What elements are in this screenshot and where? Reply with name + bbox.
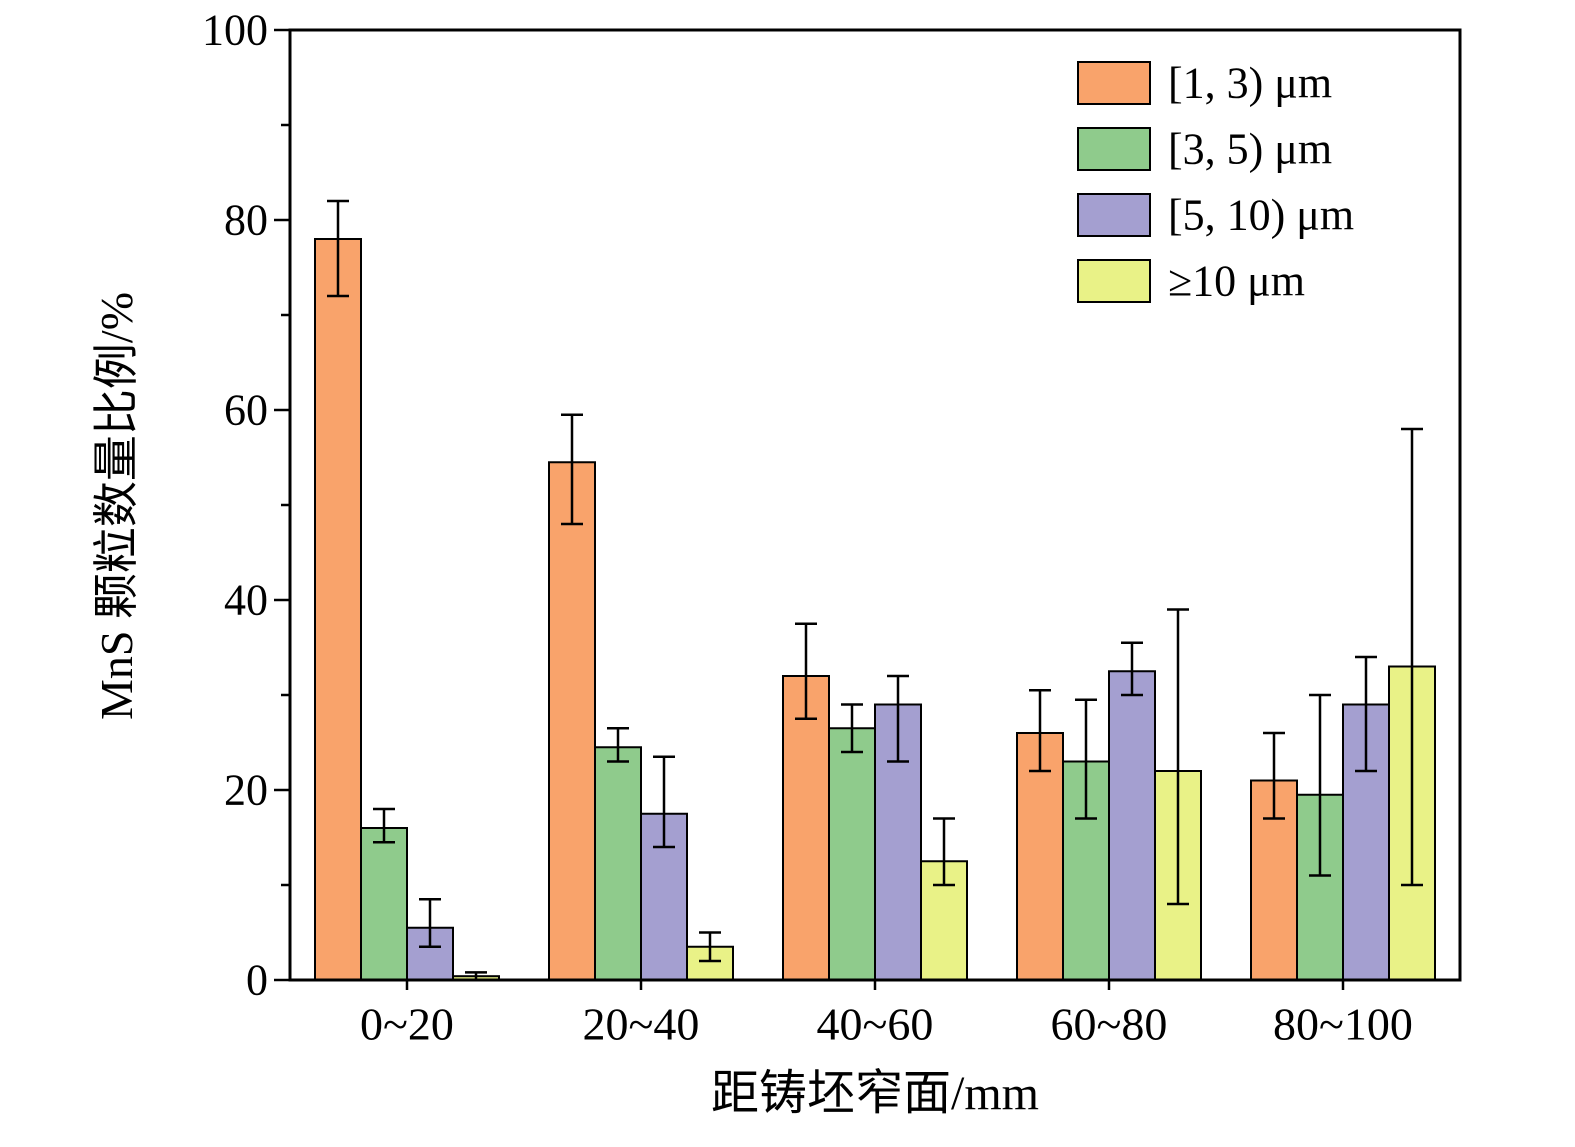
bar [314, 238, 362, 981]
bar [360, 827, 408, 981]
y-tick-label: 60 [224, 386, 268, 435]
x-tick-label: 60~80 [1051, 999, 1168, 1050]
legend-label: ≥10 μm [1168, 257, 1305, 306]
x-axis-title: 距铸坯窄面/mm [710, 1067, 1039, 1120]
y-tick-label: 0 [246, 956, 268, 1005]
x-tick-label: 80~100 [1273, 999, 1413, 1050]
legend-swatch [1077, 61, 1151, 105]
bar [1016, 732, 1064, 981]
legend-swatch [1077, 127, 1151, 171]
bar [594, 746, 642, 981]
legend-swatch [1077, 193, 1151, 237]
legend-label: [1, 3) μm [1168, 59, 1332, 108]
x-tick-label: 40~60 [817, 999, 934, 1050]
y-tick-label: 100 [202, 6, 268, 55]
bar [1108, 670, 1156, 981]
bar [782, 675, 830, 981]
y-tick-label: 20 [224, 766, 268, 815]
legend-swatch [1077, 259, 1151, 303]
bar [828, 727, 876, 981]
legend-label: [3, 5) μm [1168, 125, 1332, 174]
x-tick-label: 20~40 [583, 999, 700, 1050]
bar [548, 461, 596, 981]
y-tick-label: 40 [224, 576, 268, 625]
legend-label: [5, 10) μm [1168, 191, 1354, 240]
x-tick-label: 0~20 [360, 999, 454, 1050]
y-axis-title: MnS 颗粒数量比例/% [91, 291, 142, 721]
y-tick-label: 80 [224, 196, 268, 245]
